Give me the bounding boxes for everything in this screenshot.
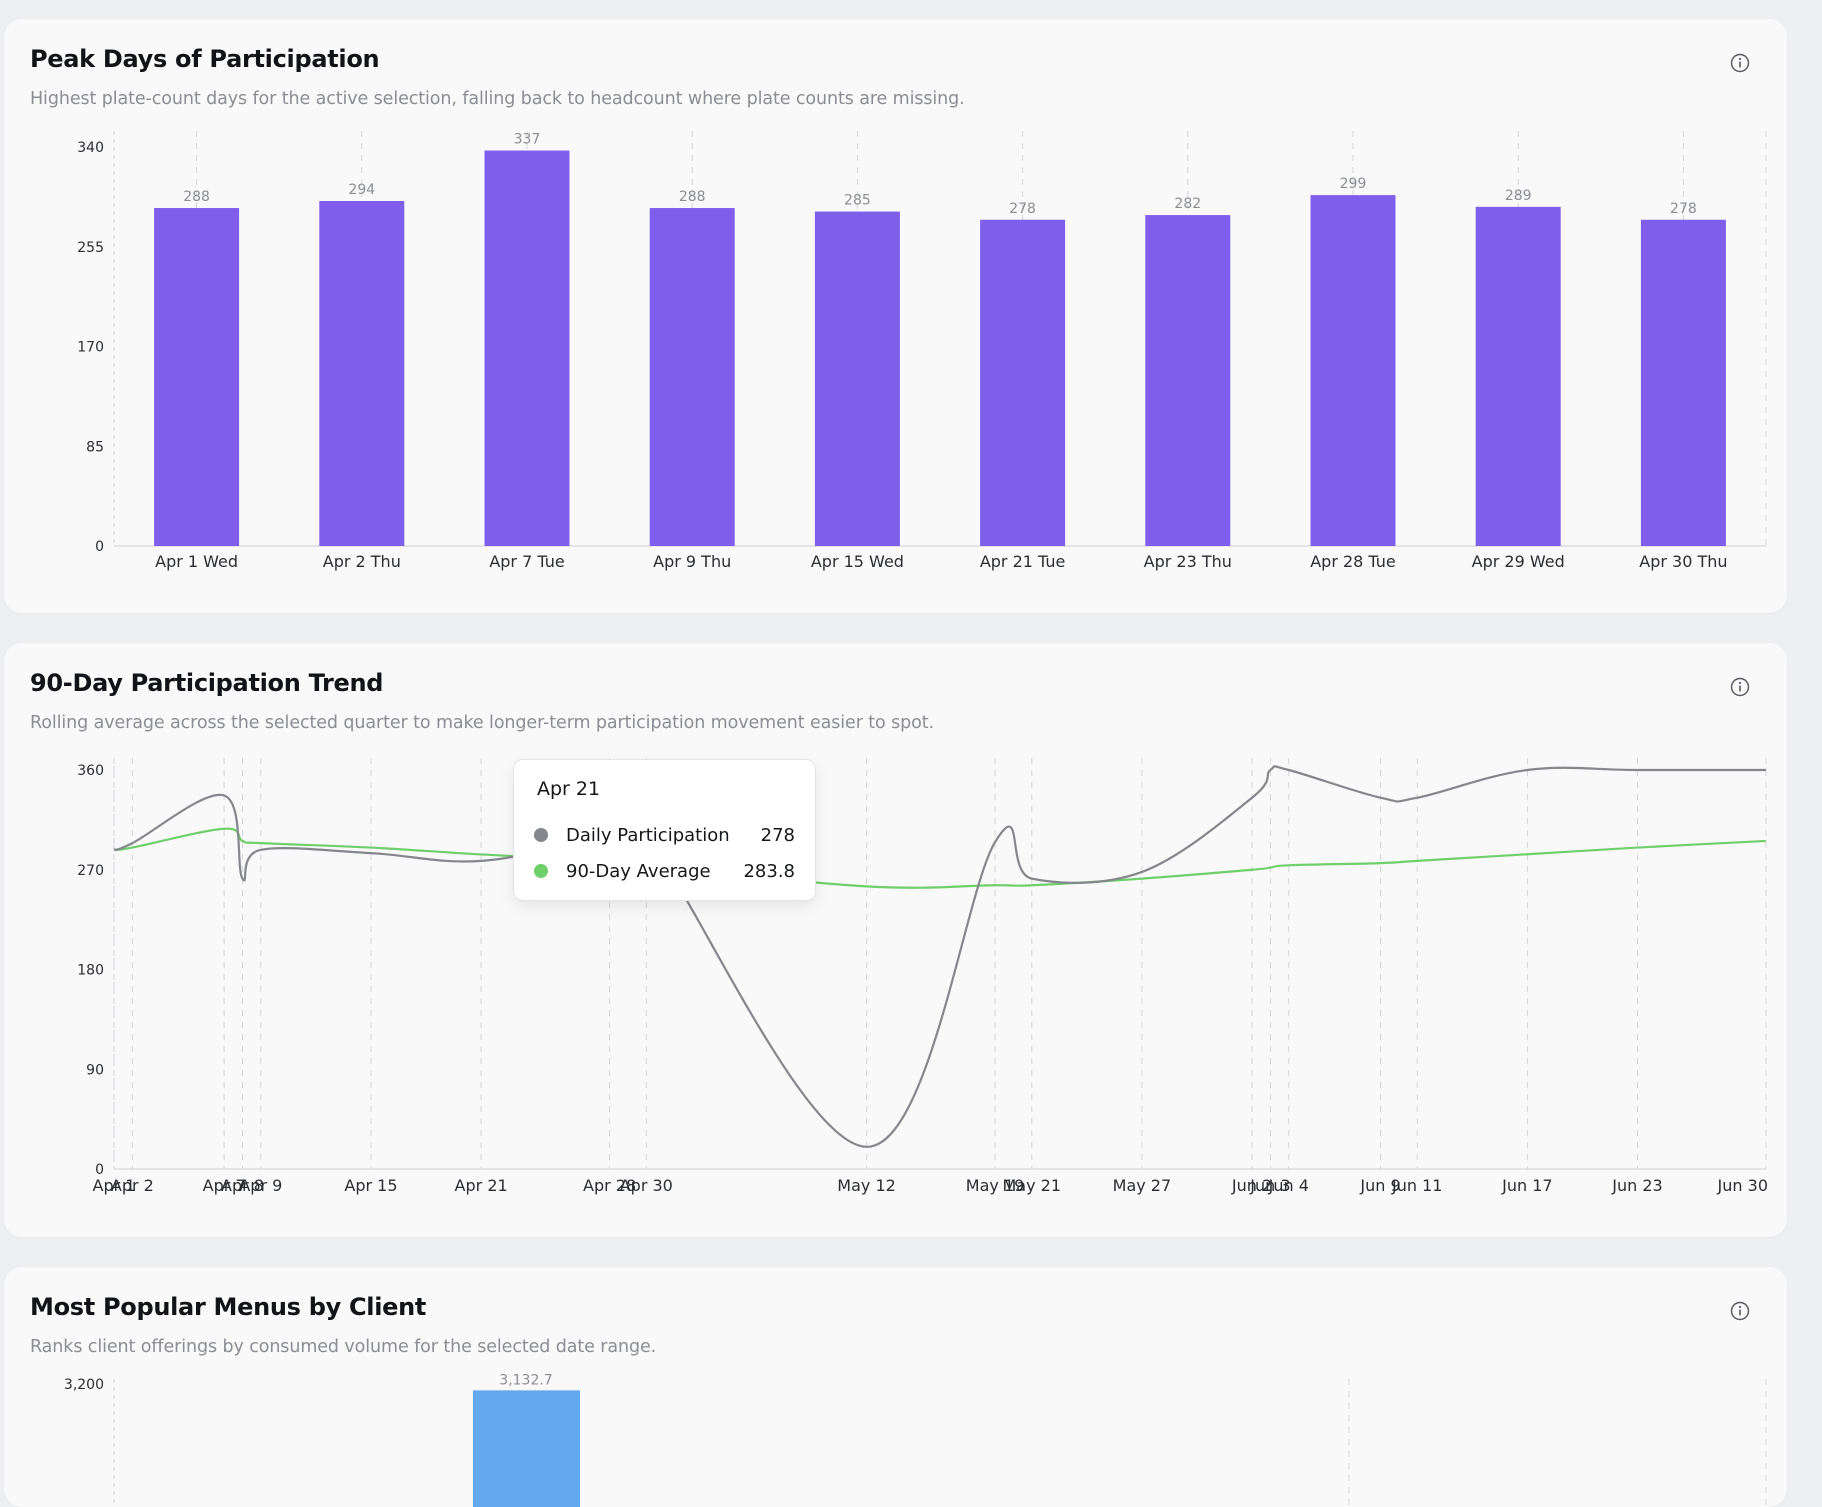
y-tick-label: 340: [77, 140, 104, 156]
x-tick-label: Apr 15 Wed: [811, 552, 904, 571]
popular-menus-card: Most Popular Menus by Client Ranks clien…: [4, 1267, 1787, 1507]
daily-participation-line: [113, 765, 1766, 1148]
peak-days-card: Peak Days of Participation Highest plate…: [4, 19, 1787, 613]
x-tick-label: Apr 9: [239, 1176, 282, 1195]
x-tick-label: May 21: [1003, 1176, 1062, 1195]
daily-series-dot: [534, 828, 548, 842]
x-tick-label: Jun 4: [1268, 1176, 1309, 1195]
x-tick-label: Apr 8: [221, 1176, 264, 1195]
x-tick-label: May 27: [1113, 1176, 1172, 1195]
info-icon[interactable]: [1729, 52, 1751, 74]
card-title: Peak Days of Participation: [30, 45, 380, 73]
tooltip-row-daily: Daily Participation 278: [534, 822, 795, 848]
y-tick-label: 170: [77, 340, 104, 356]
y-tick-label: 85: [86, 439, 104, 455]
x-tick-label: Jun 30: [1717, 1176, 1768, 1195]
peak-days-chart: 0 85 170 255 340 288 Apr 1 Wed 294 Apr 2 Thu 337 A…: [77, 131, 1767, 571]
tooltip-series-value: 278: [760, 824, 795, 846]
y-tick-label: 3,200: [64, 1377, 104, 1393]
info-icon[interactable]: [1729, 1300, 1751, 1322]
x-tick-label: Apr 23 Thu: [1144, 552, 1232, 571]
bar-value-label: 289: [1505, 188, 1532, 204]
bar-value-label: 3,132.7: [499, 1372, 552, 1388]
x-tick-label: Jun 9: [1359, 1176, 1400, 1195]
x-tick-label: Jun 17: [1501, 1176, 1552, 1195]
x-tick-label: Apr 28 Tue: [1310, 552, 1396, 571]
popular-menus-chart: 3,200 3,132.7: [64, 1372, 1767, 1507]
x-tick-label: Jun 23: [1611, 1176, 1662, 1195]
x-tick-label: Apr 30: [620, 1176, 673, 1195]
y-tick-label: 0: [95, 539, 104, 555]
card-subtitle: Ranks client offerings by consumed volum…: [30, 1337, 657, 1357]
card-title: Most Popular Menus by Client: [30, 1293, 427, 1321]
bar-value-label: 299: [1340, 176, 1367, 192]
chart-tooltip: Apr 21 Daily Participation 278 90-Day Av…: [513, 759, 816, 901]
x-tick-label: Apr 2: [111, 1176, 154, 1195]
x-tick-label: Apr 21: [455, 1176, 508, 1195]
x-tick-label: Apr 7: [203, 1176, 246, 1195]
x-tick-label: Jun 3: [1249, 1176, 1290, 1195]
x-tick-label: Apr 9 Thu: [653, 552, 731, 571]
card-title: 90-Day Participation Trend: [30, 669, 384, 697]
bar: [484, 150, 570, 547]
x-tick-label: Apr 1: [93, 1176, 136, 1195]
bar-value-label: 288: [183, 189, 210, 205]
bar: [154, 208, 240, 546]
bar: [473, 1390, 580, 1507]
x-tick-label: May 12: [837, 1176, 896, 1195]
x-tick-label: May 19: [966, 1176, 1025, 1195]
tooltip-series-name: Daily Participation: [566, 824, 730, 846]
x-tick-label: Apr 21 Tue: [980, 552, 1066, 571]
bar-value-label: 278: [1670, 201, 1697, 217]
x-tick-label: Jun 2: [1231, 1176, 1272, 1195]
y-tick-label: 255: [77, 240, 104, 256]
bar: [1640, 219, 1726, 546]
bar: [649, 208, 735, 546]
average-series-dot: [534, 864, 548, 878]
x-tick-label: Apr 29 Wed: [1472, 552, 1565, 571]
x-tick-label: Apr 7 Tue: [489, 552, 564, 571]
y-tick-label: 270: [77, 863, 104, 879]
x-tick-label: Apr 28: [583, 1176, 636, 1195]
ninety-day-average-line: [113, 827, 1767, 889]
bar-value-label: 285: [844, 193, 871, 209]
x-tick-label: Apr 15: [344, 1176, 397, 1195]
bar: [1475, 206, 1561, 546]
y-tick-label: 90: [86, 1062, 104, 1078]
bar-value-label: 278: [1009, 201, 1036, 217]
y-tick-label: 180: [77, 963, 104, 979]
bar: [319, 200, 405, 546]
participation-trend-card: 90-Day Participation Trend Rolling avera…: [4, 643, 1787, 1237]
x-tick-label: Apr 2 Thu: [323, 552, 401, 571]
bar: [814, 211, 900, 546]
bar-value-label: 282: [1174, 196, 1201, 212]
x-tick-label: Jun 11: [1391, 1176, 1442, 1195]
bar: [980, 219, 1066, 546]
tooltip-row-average: 90-Day Average 283.8: [534, 858, 795, 884]
bar-value-label: 294: [348, 182, 375, 198]
x-tick-label: Apr 1 Wed: [155, 552, 238, 571]
info-icon[interactable]: [1729, 676, 1751, 698]
x-tick-label: Apr 30 Thu: [1639, 552, 1727, 571]
card-subtitle: Rolling average across the selected quar…: [30, 713, 934, 733]
bar: [1145, 215, 1231, 547]
bar-value-label: 288: [679, 189, 706, 205]
card-subtitle: Highest plate-count days for the active …: [30, 89, 965, 109]
tooltip-series-value: 283.8: [743, 860, 795, 882]
tooltip-date: Apr 21: [537, 778, 601, 800]
y-tick-label: 0: [95, 1162, 104, 1178]
bar-value-label: 337: [514, 132, 541, 148]
y-tick-label: 360: [77, 763, 104, 779]
bar: [1310, 195, 1396, 547]
tooltip-series-name: 90-Day Average: [566, 860, 711, 882]
